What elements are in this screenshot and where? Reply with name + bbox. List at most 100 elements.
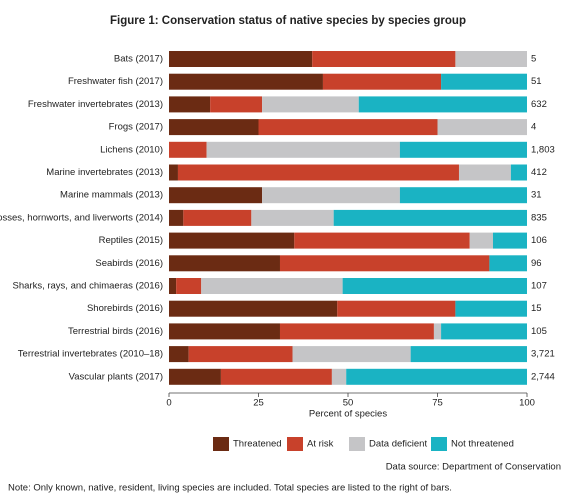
total-label: 412 bbox=[531, 167, 547, 178]
bar-segment bbox=[169, 255, 280, 272]
bar-segment bbox=[322, 73, 442, 90]
category-label: Reptiles (2015) bbox=[99, 235, 163, 246]
bar-segment bbox=[492, 232, 527, 249]
total-label: 105 bbox=[531, 326, 547, 337]
category-label: Vascular plants (2017) bbox=[69, 371, 163, 382]
bar-segment bbox=[188, 346, 293, 363]
bar-segment bbox=[169, 164, 178, 181]
bar-segment bbox=[410, 346, 527, 363]
legend-label: Threatened bbox=[233, 439, 282, 450]
bar-segment bbox=[333, 209, 527, 226]
bar-segment bbox=[292, 346, 411, 363]
total-label: 96 bbox=[531, 258, 542, 269]
bar-segment bbox=[433, 323, 442, 340]
total-label: 5 bbox=[531, 54, 536, 65]
bar-segment bbox=[279, 255, 490, 272]
bar-segment bbox=[358, 96, 527, 113]
total-label: 51 bbox=[531, 76, 542, 87]
x-tick-label: 100 bbox=[519, 398, 535, 409]
legend-swatch bbox=[349, 437, 365, 451]
bar-segment bbox=[437, 119, 527, 136]
bar-segment bbox=[455, 51, 527, 67]
category-label: Marine invertebrates (2013) bbox=[46, 167, 163, 178]
bar-segment bbox=[279, 323, 434, 340]
legend-label: Not threatened bbox=[451, 439, 514, 450]
bar-segment bbox=[455, 300, 527, 317]
category-label: Frogs (2017) bbox=[109, 122, 163, 133]
bar-segment bbox=[337, 300, 456, 317]
bar-segment bbox=[399, 141, 527, 158]
total-label: 31 bbox=[531, 190, 542, 201]
legend-label: Data deficient bbox=[369, 439, 427, 450]
bar-segment bbox=[169, 187, 263, 204]
x-tick-label: 50 bbox=[343, 398, 354, 409]
bar-segment bbox=[206, 141, 400, 158]
total-label: 3,721 bbox=[531, 349, 555, 360]
bar-segment bbox=[312, 51, 456, 67]
bar-segment bbox=[258, 119, 438, 136]
x-tick-label: 0 bbox=[166, 398, 171, 409]
category-label: Shorebirds (2016) bbox=[87, 303, 163, 314]
x-tick-label: 75 bbox=[432, 398, 443, 409]
bar-segment bbox=[169, 51, 313, 67]
bar-segment bbox=[177, 164, 459, 181]
total-label: 1,803 bbox=[531, 144, 555, 155]
total-label: 632 bbox=[531, 99, 547, 110]
bar-segment bbox=[169, 119, 259, 136]
total-label: 2,744 bbox=[531, 371, 555, 382]
bar-segment bbox=[342, 278, 527, 294]
bar-segment bbox=[262, 187, 400, 204]
bar-segment bbox=[169, 278, 177, 294]
total-label: 15 bbox=[531, 303, 542, 314]
bar-segment bbox=[399, 187, 527, 204]
source: Data source: Department of Conservation bbox=[386, 462, 561, 473]
bar-segment bbox=[169, 368, 221, 385]
legend-label: At risk bbox=[307, 439, 334, 450]
bar-segment bbox=[169, 96, 211, 113]
total-label: 107 bbox=[531, 281, 547, 292]
bar-segment bbox=[210, 96, 263, 113]
bar-segment bbox=[510, 164, 527, 181]
legend-swatch bbox=[431, 437, 447, 451]
bar-segment bbox=[262, 96, 359, 113]
bar-segment bbox=[169, 209, 184, 226]
category-label: Mosses, hornworts, and liverworts (2014) bbox=[0, 212, 163, 223]
chart-title: Figure 1: Conservation status of native … bbox=[110, 15, 466, 27]
category-label: Bats (2017) bbox=[114, 54, 163, 65]
note: Note: Only known, native, resident, livi… bbox=[8, 483, 452, 494]
category-label: Marine mammals (2013) bbox=[60, 190, 163, 201]
bar-segment bbox=[294, 232, 470, 249]
bar-segment bbox=[331, 368, 347, 385]
bar-segment bbox=[251, 209, 334, 226]
bar-segment bbox=[441, 323, 527, 340]
x-axis-title: Percent of species bbox=[309, 409, 387, 420]
total-label: 106 bbox=[531, 235, 547, 246]
legend-swatch bbox=[213, 437, 229, 451]
category-label: Lichens (2010) bbox=[100, 144, 163, 155]
bar-segment bbox=[169, 346, 189, 363]
category-label: Terrestrial invertebrates (2010–18) bbox=[18, 349, 163, 360]
bar-segment bbox=[169, 323, 280, 340]
bar-segment bbox=[458, 164, 511, 181]
category-label: Freshwater invertebrates (2013) bbox=[28, 99, 163, 110]
bar-segment bbox=[169, 73, 323, 90]
total-label: 4 bbox=[531, 122, 536, 133]
total-label: 835 bbox=[531, 212, 547, 223]
category-label: Freshwater fish (2017) bbox=[68, 76, 163, 87]
x-tick-label: 25 bbox=[253, 398, 264, 409]
category-label: Terrestrial birds (2016) bbox=[68, 326, 163, 337]
bar-segment bbox=[201, 278, 343, 294]
bar-segment bbox=[441, 73, 527, 90]
bar-segment bbox=[169, 141, 207, 158]
legend-swatch bbox=[287, 437, 303, 451]
bar-segment bbox=[176, 278, 202, 294]
category-label: Sharks, rays, and chimaeras (2016) bbox=[13, 281, 163, 292]
bar-segment bbox=[346, 368, 527, 385]
bar-segment bbox=[489, 255, 527, 272]
bar-segment bbox=[183, 209, 252, 226]
bar-segment bbox=[169, 300, 338, 317]
bar-segment bbox=[169, 232, 295, 249]
bar-segment bbox=[220, 368, 332, 385]
bar-segment bbox=[469, 232, 493, 249]
